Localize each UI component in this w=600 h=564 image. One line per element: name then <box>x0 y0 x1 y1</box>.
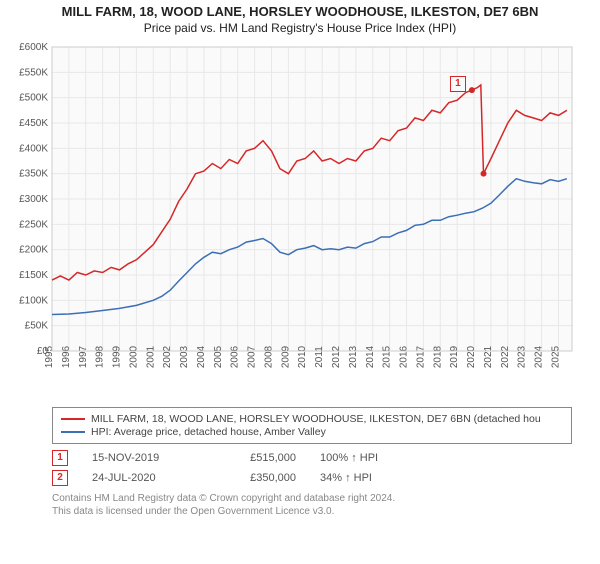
svg-text:2015: 2015 <box>382 345 393 368</box>
svg-text:2024: 2024 <box>534 345 545 368</box>
legend: MILL FARM, 18, WOOD LANE, HORSLEY WOODHO… <box>52 407 572 444</box>
svg-text:2007: 2007 <box>247 345 258 368</box>
svg-text:2021: 2021 <box>483 345 494 368</box>
svg-text:£300K: £300K <box>19 194 48 205</box>
marker-dot-1 <box>469 87 475 93</box>
transaction-table: 1 15-NOV-2019 £515,000 100% ↑ HPI 2 24-J… <box>52 448 572 488</box>
transaction-date: 24-JUL-2020 <box>92 472 192 484</box>
legend-item: MILL FARM, 18, WOOD LANE, HORSLEY WOODHO… <box>61 413 563 425</box>
svg-text:2005: 2005 <box>213 345 224 368</box>
svg-text:2010: 2010 <box>297 345 308 368</box>
svg-text:2016: 2016 <box>399 345 410 368</box>
svg-text:2009: 2009 <box>280 345 291 368</box>
chart-marker-1: 1 <box>450 76 466 92</box>
svg-text:£250K: £250K <box>19 219 48 230</box>
svg-text:2014: 2014 <box>365 345 376 368</box>
svg-text:2008: 2008 <box>263 345 274 368</box>
footer-line: Contains HM Land Registry data © Crown c… <box>52 492 572 505</box>
svg-text:£150K: £150K <box>19 270 48 281</box>
legend-item: HPI: Average price, detached house, Ambe… <box>61 426 563 438</box>
svg-text:2022: 2022 <box>500 345 511 368</box>
svg-text:2023: 2023 <box>517 345 528 368</box>
transaction-pct: 100% ↑ HPI <box>320 452 420 464</box>
svg-text:2011: 2011 <box>314 346 325 368</box>
svg-text:2020: 2020 <box>466 345 477 368</box>
svg-text:1998: 1998 <box>95 345 106 368</box>
transaction-price: £515,000 <box>216 452 296 464</box>
svg-text:£50K: £50K <box>25 321 49 332</box>
svg-text:£200K: £200K <box>19 245 48 256</box>
transaction-pct: 34% ↑ HPI <box>320 472 420 484</box>
svg-text:£450K: £450K <box>19 118 48 129</box>
footer-attribution: Contains HM Land Registry data © Crown c… <box>52 492 572 518</box>
footer-line: This data is licensed under the Open Gov… <box>52 505 572 518</box>
legend-label: MILL FARM, 18, WOOD LANE, HORSLEY WOODHO… <box>91 413 541 425</box>
svg-text:2004: 2004 <box>196 345 207 368</box>
svg-text:£500K: £500K <box>19 93 48 104</box>
svg-text:£350K: £350K <box>19 169 48 180</box>
transaction-row: 1 15-NOV-2019 £515,000 100% ↑ HPI <box>52 448 572 468</box>
svg-text:2025: 2025 <box>550 345 561 368</box>
svg-text:1995: 1995 <box>44 345 55 368</box>
svg-text:1997: 1997 <box>78 345 89 368</box>
legend-swatch <box>61 431 85 433</box>
marker-dot-2 <box>481 171 487 177</box>
chart-subtitle: Price paid vs. HM Land Registry's House … <box>0 21 600 35</box>
legend-label: HPI: Average price, detached house, Ambe… <box>91 426 326 438</box>
svg-text:£600K: £600K <box>19 42 48 53</box>
chart-svg: £0£50K£100K£150K£200K£250K£300K£350K£400… <box>0 41 600 401</box>
svg-text:2017: 2017 <box>415 345 426 368</box>
y-axis: £0£50K£100K£150K£200K£250K£300K£350K£400… <box>19 42 48 357</box>
transaction-marker: 1 <box>52 450 68 466</box>
price-chart: £0£50K£100K£150K£200K£250K£300K£350K£400… <box>0 41 600 401</box>
transaction-row: 2 24-JUL-2020 £350,000 34% ↑ HPI <box>52 468 572 488</box>
svg-text:£550K: £550K <box>19 67 48 78</box>
x-axis: 1995 1996 1997 1998 1999 2000 2001 2002 2003 2004… <box>44 345 561 368</box>
svg-text:1996: 1996 <box>61 345 72 368</box>
svg-text:2013: 2013 <box>348 345 359 368</box>
svg-text:2019: 2019 <box>449 345 460 368</box>
svg-text:£400K: £400K <box>19 143 48 154</box>
svg-text:£100K: £100K <box>19 295 48 306</box>
transaction-marker: 2 <box>52 470 68 486</box>
chart-title: MILL FARM, 18, WOOD LANE, HORSLEY WOODHO… <box>0 4 600 19</box>
transaction-date: 15-NOV-2019 <box>92 452 192 464</box>
svg-text:2002: 2002 <box>162 345 173 368</box>
svg-text:2018: 2018 <box>432 345 443 368</box>
transaction-price: £350,000 <box>216 472 296 484</box>
svg-text:2003: 2003 <box>179 345 190 368</box>
svg-text:2012: 2012 <box>331 345 342 368</box>
svg-text:1999: 1999 <box>112 345 123 368</box>
svg-text:2001: 2001 <box>145 345 156 368</box>
svg-text:2006: 2006 <box>230 345 241 368</box>
legend-swatch <box>61 418 85 420</box>
svg-text:2000: 2000 <box>128 345 139 368</box>
